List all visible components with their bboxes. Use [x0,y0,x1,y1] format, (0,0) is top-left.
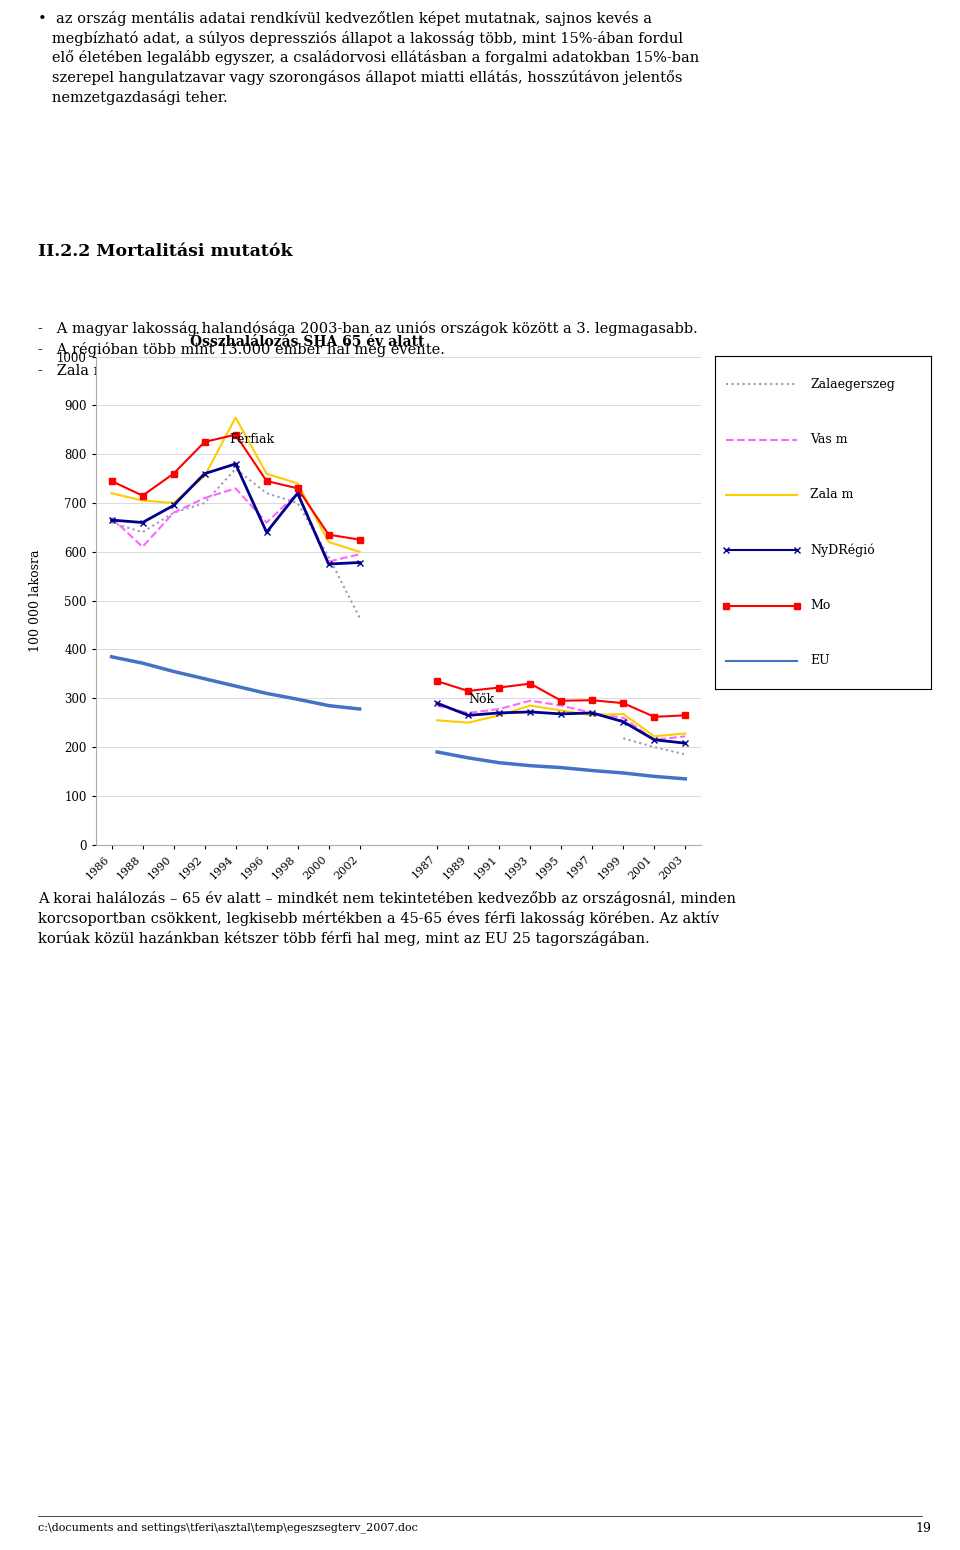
Text: Zala m: Zala m [810,488,853,501]
Text: Férfiak: Férfiak [229,434,275,446]
Text: NyDRégió: NyDRégió [810,544,875,556]
Text: •  az ország mentális adatai rendkívül kedvezőtlen képet mutatnak, sajnos kevés : • az ország mentális adatai rendkívül ke… [38,11,700,105]
Text: Vas m: Vas m [810,432,848,446]
Y-axis label: 100 000 lakosra: 100 000 lakosra [29,549,41,653]
Text: c:\documents and settings\tferi\asztal\temp\egeszsegterv_2007.doc: c:\documents and settings\tferi\asztal\t… [38,1522,419,1533]
Text: 19: 19 [915,1522,931,1534]
Text: Zalaegerszeg: Zalaegerszeg [810,378,895,391]
Text: -   A magyar lakosság halandósága 2003-ban az uniós országok között a 3. legmaga: - A magyar lakosság halandósága 2003-ban… [38,321,698,378]
Text: II.2.2 Mortalitási mutatók: II.2.2 Mortalitási mutatók [38,243,293,260]
Text: Mo: Mo [810,598,830,612]
Text: EU: EU [810,654,829,668]
Text: A korai halálozás – 65 év alatt – mindkét nem tekintetében kedvezőbb az országos: A korai halálozás – 65 év alatt – mindké… [38,891,736,945]
Text: Összhalálozás SHA 65 év alatt: Összhalálozás SHA 65 év alatt [190,335,425,349]
Text: Nők: Nők [468,693,494,707]
